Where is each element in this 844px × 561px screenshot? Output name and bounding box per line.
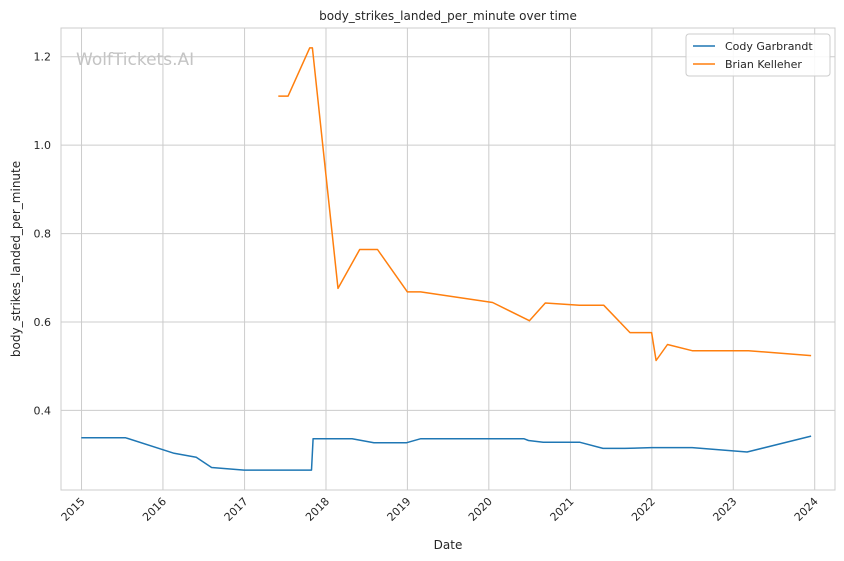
- x-tick-label: 2023: [710, 495, 739, 524]
- series-line-cody-garbrandt: [81, 435, 812, 471]
- x-tick-label: 2021: [548, 495, 577, 524]
- x-tick-label: 2019: [385, 495, 414, 524]
- y-tick-label: 0.6: [34, 316, 52, 329]
- y-tick-label: 0.4: [34, 404, 52, 417]
- x-tick-label: 2024: [792, 495, 821, 524]
- y-tick-label: 1.0: [34, 139, 52, 152]
- y-tick-label: 1.2: [34, 51, 52, 64]
- x-tick-label: 2020: [466, 495, 495, 524]
- x-axis-label: Date: [434, 538, 463, 552]
- x-tick-label: 2017: [222, 495, 251, 524]
- x-tick-label: 2018: [303, 495, 332, 524]
- x-tick-label: 2015: [59, 495, 88, 524]
- plot-frame: [60, 27, 836, 491]
- legend: Cody Garbrandt Brian Kelleher: [685, 33, 831, 77]
- x-tick-label: 2016: [140, 495, 169, 524]
- series-line-brian-kelleher: [278, 47, 812, 362]
- y-tick-label: 0.8: [34, 228, 52, 241]
- legend-label-brian-kelleher: Brian Kelleher: [725, 58, 802, 71]
- x-tick-label: 2022: [629, 495, 658, 524]
- legend-box: [685, 33, 831, 77]
- watermark-text: WolfTickets.AI: [76, 50, 194, 70]
- chart-title: body_strikes_landed_per_minute over time: [319, 9, 577, 23]
- y-axis-label: body_strikes_landed_per_minute: [9, 161, 23, 357]
- legend-label-cody-garbrandt: Cody Garbrandt: [725, 40, 813, 53]
